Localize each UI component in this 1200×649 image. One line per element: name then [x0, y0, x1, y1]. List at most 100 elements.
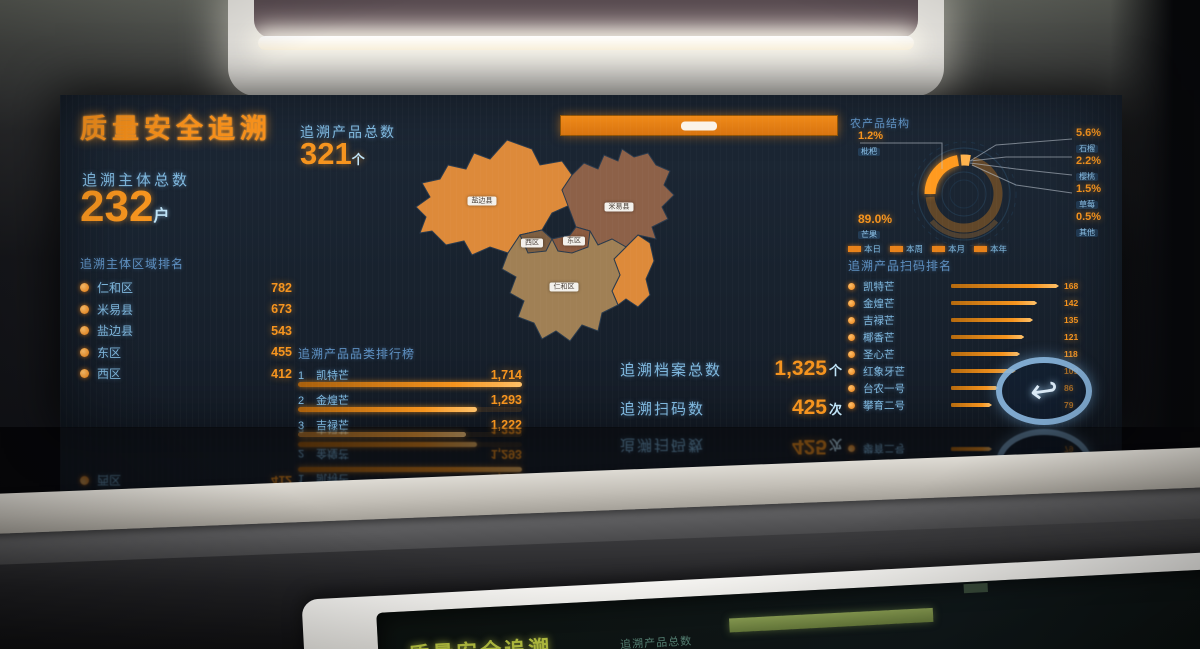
filter-chip[interactable]: 本月	[932, 243, 965, 255]
category-value: 1,714	[490, 368, 522, 382]
scan-bar-track	[951, 386, 1059, 390]
scan-item-value: 168	[1064, 281, 1079, 291]
category-rank-row[interactable]: 3 吉禄芒 1,222	[298, 417, 522, 437]
scan-bar-fill	[951, 318, 1033, 322]
archive-value: 1,325	[774, 357, 827, 380]
scan-item-name: 攀育二号	[863, 399, 905, 412]
scan-item-name: 椰香芒	[863, 331, 895, 344]
filter-chip[interactable]: 本日	[848, 243, 881, 255]
map-svg	[415, 139, 675, 342]
map-label-yanbian[interactable]: 盐边县	[467, 196, 497, 206]
map-label-dongqu[interactable]: 东区	[563, 236, 585, 246]
category-value: 1,222	[490, 418, 522, 432]
region-value: 543	[271, 323, 292, 338]
donut-right-pct: 2.2%	[1076, 155, 1102, 167]
scan-bar-track	[951, 284, 1059, 288]
donut-right-label: 5.6% 石榴	[1076, 128, 1101, 155]
console-subtitle: 追溯产品总数	[619, 635, 693, 649]
bullet-dot-icon	[80, 326, 89, 335]
bullet-dot-icon	[848, 401, 855, 409]
map-label-xiqu[interactable]: 西区	[521, 238, 543, 248]
region-value: 782	[271, 280, 292, 295]
scan-item-name: 凯特芒	[863, 280, 895, 293]
region-name: 东区	[97, 345, 122, 360]
scan-bar-fill	[951, 369, 1016, 373]
bullet-dot-icon	[848, 299, 855, 307]
banner-button[interactable]	[560, 115, 838, 136]
scan-rank-row[interactable]: 椰香芒 121	[848, 331, 1114, 344]
ceiling-recess	[254, 0, 918, 38]
category-bar-track	[298, 407, 522, 412]
donut-right-label: 1.5% 草莓	[1076, 184, 1101, 211]
chip-swatch-icon	[848, 246, 861, 252]
region-rank-row[interactable]: 盐边县 543	[80, 323, 292, 338]
region-rank-row[interactable]: 仁和区 782	[80, 280, 292, 295]
bullet-dot-icon	[848, 384, 855, 392]
map-label-renhe[interactable]: 仁和区	[549, 282, 579, 292]
scan-rank-row[interactable]: 吉禄芒 135	[848, 314, 1114, 327]
product-total-unit: 个	[351, 152, 365, 167]
donut-arc-bright	[924, 155, 960, 195]
scan-bar-fill	[951, 386, 999, 390]
console-chip	[963, 582, 988, 594]
entity-total-unit: 户	[153, 208, 170, 225]
scan-item-value: 135	[1064, 315, 1079, 325]
banner-button-glyph	[681, 121, 717, 130]
product-total-value: 321个	[300, 136, 365, 171]
scan-bar-track	[951, 301, 1059, 305]
region-rank-row[interactable]: 西区 412	[80, 367, 292, 381]
category-rank-row[interactable]: 1 凯特芒 1,714	[298, 367, 522, 387]
scan-rank-row[interactable]: 金煌芒 142	[848, 297, 1114, 310]
region-value: 455	[271, 345, 292, 359]
scan-item-value: 121	[1064, 332, 1079, 342]
scan-item-name: 台农一号	[863, 382, 905, 395]
chip-label: 本日	[864, 244, 882, 254]
region-rank-row[interactable]: 东区 455	[80, 345, 292, 360]
scan-rank-row[interactable]: 凯特芒 168	[848, 280, 1114, 293]
time-filter-chips: 本日 本周 本月 本年	[848, 243, 1007, 255]
chip-swatch-icon	[932, 246, 946, 252]
archive-label: 追溯档案总数	[620, 362, 723, 379]
region-name: 米易县	[97, 302, 134, 317]
donut-right-tag: 石榴	[1076, 145, 1098, 153]
scan-label: 追溯扫码数	[620, 401, 706, 418]
region-rank-row[interactable]: 米易县 673	[80, 302, 292, 317]
donut-right-pct: 5.6%	[1076, 127, 1102, 139]
region-map[interactable]: 盐边县 米易县 西区 东区 仁和区	[412, 135, 696, 351]
scan-item-value: 142	[1064, 298, 1079, 308]
bullet-dot-icon	[848, 350, 855, 358]
stat-scan: 追溯扫码数 425 次	[620, 396, 842, 420]
category-rank-row[interactable]: 2 金煌芒 1,293	[298, 392, 522, 412]
console-banner-button[interactable]	[729, 607, 934, 633]
region-rank-panel: 追溯主体区域排名 仁和区 782 米易县 673 盐边县 543	[80, 255, 292, 381]
category-bar-fill	[298, 407, 478, 412]
donut-callout-lines	[860, 138, 1073, 194]
category-value: 1,293	[490, 393, 522, 407]
donut-right-labels: 5.6% 石榴 2.2% 樱桃 1.5% 草莓 0.5% 其他	[1076, 128, 1101, 240]
category-rank-index: 2	[298, 395, 305, 407]
entity-total-value: 232户	[80, 182, 170, 231]
scan-rank-row[interactable]: 圣心芒 118	[848, 349, 1114, 361]
filter-chip[interactable]: 本周	[890, 243, 923, 255]
scan-bar-fill	[951, 335, 1024, 339]
donut-right-label: 0.5% 其他	[1076, 212, 1101, 239]
scan-item-name: 金煌芒	[863, 297, 895, 310]
category-rank-index: 1	[298, 370, 305, 382]
filter-chip[interactable]: 本年	[974, 243, 1007, 255]
region-rank-title: 追溯主体区域排名	[80, 257, 185, 271]
bullet-dot-icon	[848, 367, 855, 375]
chip-label: 本月	[948, 244, 966, 254]
scan-bar-track	[951, 352, 1059, 356]
back-button[interactable]: ↩	[996, 357, 1092, 425]
bullet-dot-icon	[848, 282, 855, 290]
ceiling-light-strip	[258, 36, 914, 50]
scan-item-name: 吉禄芒	[863, 314, 895, 327]
map-label-miyi[interactable]: 米易县	[604, 202, 634, 212]
region-name: 盐边县	[97, 324, 134, 338]
stats-panel: 追溯档案总数 1,325 个 追溯扫码数 425 次	[620, 357, 842, 435]
wall-shadow	[1110, 0, 1200, 470]
category-rank-chart: 追溯产品品类排行榜 1 凯特芒 1,714 2 金煌芒	[298, 345, 522, 437]
chip-label: 本年	[990, 244, 1008, 254]
scan-item-name: 红象牙芒	[863, 365, 905, 378]
